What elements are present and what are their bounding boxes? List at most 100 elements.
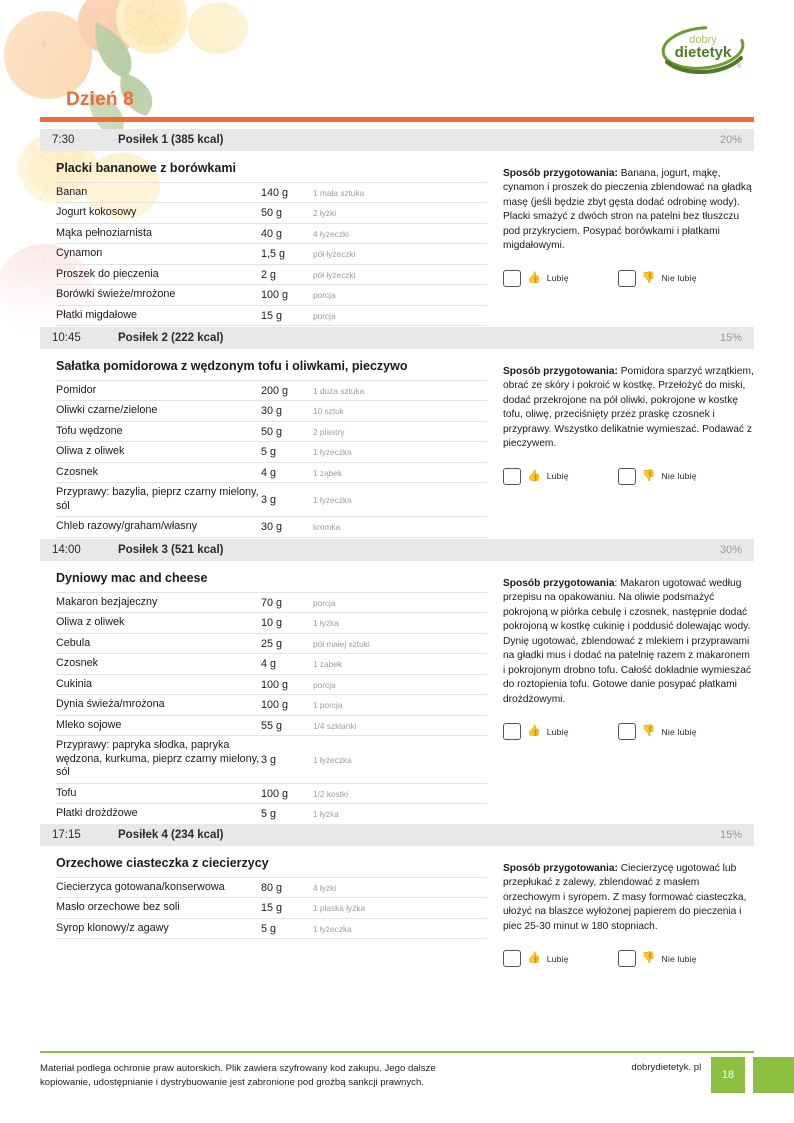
table-row: Czosnek 4 g 1 ząbek xyxy=(56,462,487,484)
ingredient-amount: 30 g xyxy=(261,400,313,422)
ingredient-amount: 70 g xyxy=(261,591,313,614)
ingredient-measure: 1 duża sztuka xyxy=(313,379,487,402)
ingredient-measure: 1 łyżeczka xyxy=(313,918,487,940)
meal-block-4: 17:15 Posiłek 4 (234 kcal) 15% Orzechowe… xyxy=(40,824,754,968)
thumbs-down-icon: 👎 xyxy=(641,469,656,482)
meal-time-4: 17:15 xyxy=(52,829,81,841)
dislike-label: Nie lubię xyxy=(661,726,697,737)
meal-header-4: 17:15 Posiłek 4 (234 kcal) 15% xyxy=(40,824,754,846)
ingredient-amount: 5 g xyxy=(261,803,313,825)
footer-website: dobrydietetyk. pl xyxy=(631,1062,702,1073)
ingredient-amount: 15 g xyxy=(261,305,313,327)
meal-percent-1: 20% xyxy=(719,134,742,146)
dislike-control-4[interactable]: 👎 Nie lubię xyxy=(617,950,697,968)
like-checkbox[interactable] xyxy=(503,723,521,741)
page-title: Dzień 8 xyxy=(66,89,134,110)
ingredient-name: Mleko sojowe xyxy=(56,715,261,737)
ingredient-measure: 1/4 szklanki xyxy=(313,715,487,737)
table-row: Makaron bezjajeczny 70 g porcja xyxy=(56,591,487,614)
like-control-2[interactable]: 👍 Lubię xyxy=(503,467,569,485)
preparation-body: Pomidora sparzyć wrzątkiem, obrać ze skó… xyxy=(503,366,754,450)
ingredient-measure: 4 łyżki xyxy=(313,876,487,899)
dislike-control-3[interactable]: 👎 Nie lubię xyxy=(617,723,697,741)
preparation-label: Sposób przygotowania: xyxy=(503,863,618,874)
recipe-title-3: Dyniowy mac and cheese xyxy=(56,571,208,585)
meal-header-3: 14:00 Posiłek 3 (521 kcal) 30% xyxy=(40,539,754,561)
table-row: Oliwa z oliwek 5 g 1 łyżeczka xyxy=(56,441,487,463)
like-checkbox[interactable] xyxy=(503,269,521,287)
ingredient-measure: kromka xyxy=(313,516,487,538)
recipe-title-2: Sałatka pomidorowa z wędzonym tofu i oli… xyxy=(56,359,408,373)
meal-time-1: 7:30 xyxy=(52,134,75,146)
preparation-text-4: Sposób przygotowania: Ciecierzycę ugotow… xyxy=(503,862,754,934)
meal-header-2: 10:45 Posiłek 2 (222 kcal) 15% xyxy=(40,327,754,349)
ingredient-name: Mąka pełnoziarnista xyxy=(56,223,261,245)
ingredient-amount: 4 g xyxy=(261,462,313,484)
like-control-4[interactable]: 👍 Lubię xyxy=(503,950,569,968)
footer-accent-tab xyxy=(752,1057,794,1093)
meal-time-2: 10:45 xyxy=(52,332,81,344)
table-row: Tofu wędzone 50 g 2 plastry xyxy=(56,421,487,443)
ingredient-amount: 80 g xyxy=(261,876,313,899)
brand-logo: dobry dietetyk ® xyxy=(657,18,749,80)
ingredient-measure: 2 plastry xyxy=(313,421,487,443)
table-row: Syrop klonowy/z agawy 5 g 1 łyżeczka xyxy=(56,918,487,940)
ingredient-measure: pół małej sztuki xyxy=(313,633,487,655)
vote-row-2: 👍 Lubię 👎 Nie lubię xyxy=(503,467,754,485)
accent-rule xyxy=(40,117,754,122)
dislike-label: Nie lubię xyxy=(661,471,697,482)
ingredient-name: Oliwki czarne/zielone xyxy=(56,400,261,422)
preparation-text-2: Sposób przygotowania: Pomidora sparzyć w… xyxy=(503,365,754,452)
dislike-label: Nie lubię xyxy=(661,273,697,284)
ingredient-amount: 100 g xyxy=(261,284,313,306)
ingredient-measure: porcja xyxy=(313,305,487,327)
ingredient-amount: 100 g xyxy=(261,694,313,716)
meal-block-2: 10:45 Posiłek 2 (222 kcal) 15% Sałatka p… xyxy=(40,327,754,538)
ingredient-amount: 200 g xyxy=(261,379,313,402)
ingredient-amount: 1,5 g xyxy=(261,243,313,265)
ingredient-name: Ciecierzyca gotowana/konserwowa xyxy=(56,876,261,899)
dislike-checkbox[interactable] xyxy=(617,467,636,485)
preparation-label: Sposób przygotowania: xyxy=(503,168,618,179)
ingredient-name: Tofu xyxy=(56,783,261,805)
ingredient-measure: pół łyżeczki xyxy=(313,243,487,265)
thumbs-up-icon: 👍 xyxy=(527,469,541,482)
like-control-3[interactable]: 👍 Lubię xyxy=(503,723,569,741)
table-row: Cynamon 1,5 g pół łyżeczki xyxy=(56,243,487,265)
table-row: Oliwa z oliwek 10 g 1 łyżka xyxy=(56,612,487,634)
dislike-checkbox[interactable] xyxy=(617,950,636,968)
ingredient-name: Makaron bezjajeczny xyxy=(56,591,261,614)
thumbs-down-icon: 👎 xyxy=(641,271,656,284)
thumbs-up-icon: 👍 xyxy=(527,725,541,738)
table-row: Masło orzechowe bez soli 15 g 1 płaska ł… xyxy=(56,897,487,919)
ingredient-name: Dynia świeża/mrożona xyxy=(56,694,261,716)
preparation-text-1: Sposób przygotowania: Banana, jogurt, mą… xyxy=(503,167,754,254)
like-label: Lubię xyxy=(546,471,569,482)
like-control-1[interactable]: 👍 Lubię xyxy=(503,269,569,287)
like-checkbox[interactable] xyxy=(503,950,521,968)
ingredient-measure: 10 sztuk xyxy=(313,400,487,422)
preparation-body: Ciecierzycę ugotować lub przepłukać z za… xyxy=(503,863,747,932)
table-row: Dynia świeża/mrożona 100 g 1 porcja xyxy=(56,694,487,716)
like-checkbox[interactable] xyxy=(503,467,521,485)
copyright-notice: Materiał podlega ochronie praw autorskic… xyxy=(40,1057,591,1090)
table-row: Cukinia 100 g porcja xyxy=(56,674,487,696)
ingredient-amount: 30 g xyxy=(261,516,313,538)
ingredient-amount: 10 g xyxy=(261,612,313,634)
ingredient-name: Cynamon xyxy=(56,243,261,265)
ingredient-amount: 100 g xyxy=(261,674,313,696)
dislike-checkbox[interactable] xyxy=(617,723,636,741)
ingredient-amount: 5 g xyxy=(261,441,313,463)
dislike-control-1[interactable]: 👎 Nie lubię xyxy=(617,269,697,287)
ingredient-amount: 40 g xyxy=(261,223,313,245)
meal-percent-3: 30% xyxy=(719,544,742,556)
dislike-control-2[interactable]: 👎 Nie lubię xyxy=(617,467,697,485)
ingredient-amount: 3 g xyxy=(261,735,313,784)
meal-name-3: Posiłek 3 (521 kcal) xyxy=(118,544,224,556)
ingredient-measure: porcja xyxy=(313,284,487,306)
dislike-checkbox[interactable] xyxy=(617,269,636,287)
ingredient-name: Oliwa z oliwek xyxy=(56,441,261,463)
ingredient-name: Czosnek xyxy=(56,462,261,484)
ingredient-name: Cebula xyxy=(56,633,261,655)
thumbs-up-icon: 👍 xyxy=(527,271,541,284)
